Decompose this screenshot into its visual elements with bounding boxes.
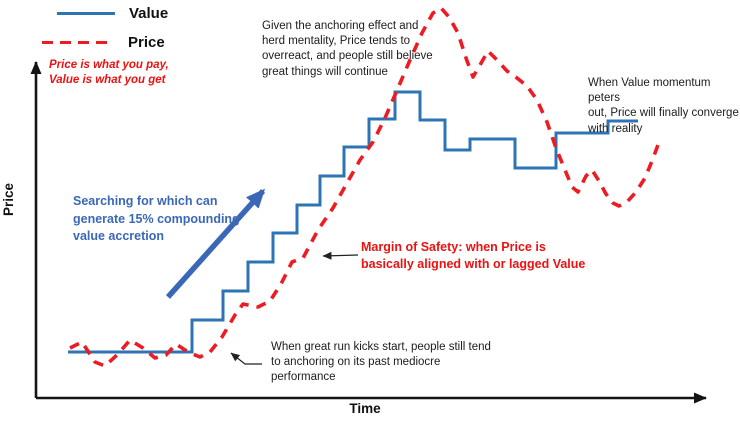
value-line-swatch	[57, 12, 115, 15]
annotation-searching: Searching for which can generate 15% com…	[73, 194, 240, 243]
annotation-converge: When Value momentum peters out, Price wi…	[588, 77, 739, 135]
annotation-kickstart: When great run kicks start, people still…	[271, 341, 491, 384]
annotation-margin-of-safety: Margin of Safety: when Price is basicall…	[361, 240, 586, 271]
quote-text: Price is what you pay, Value is what you…	[49, 59, 169, 86]
legend-item-value: Value	[57, 5, 168, 22]
x-axis-label: Time	[349, 401, 381, 416]
price-line-swatch	[42, 40, 114, 45]
y-axis-label: Price	[1, 182, 17, 217]
legend-item-price: Price	[42, 34, 165, 51]
legend-value-label: Value	[129, 5, 169, 22]
annotation-anchoring: Given the anchoring effect and herd ment…	[262, 20, 433, 78]
legend-price-label: Price	[128, 34, 165, 51]
